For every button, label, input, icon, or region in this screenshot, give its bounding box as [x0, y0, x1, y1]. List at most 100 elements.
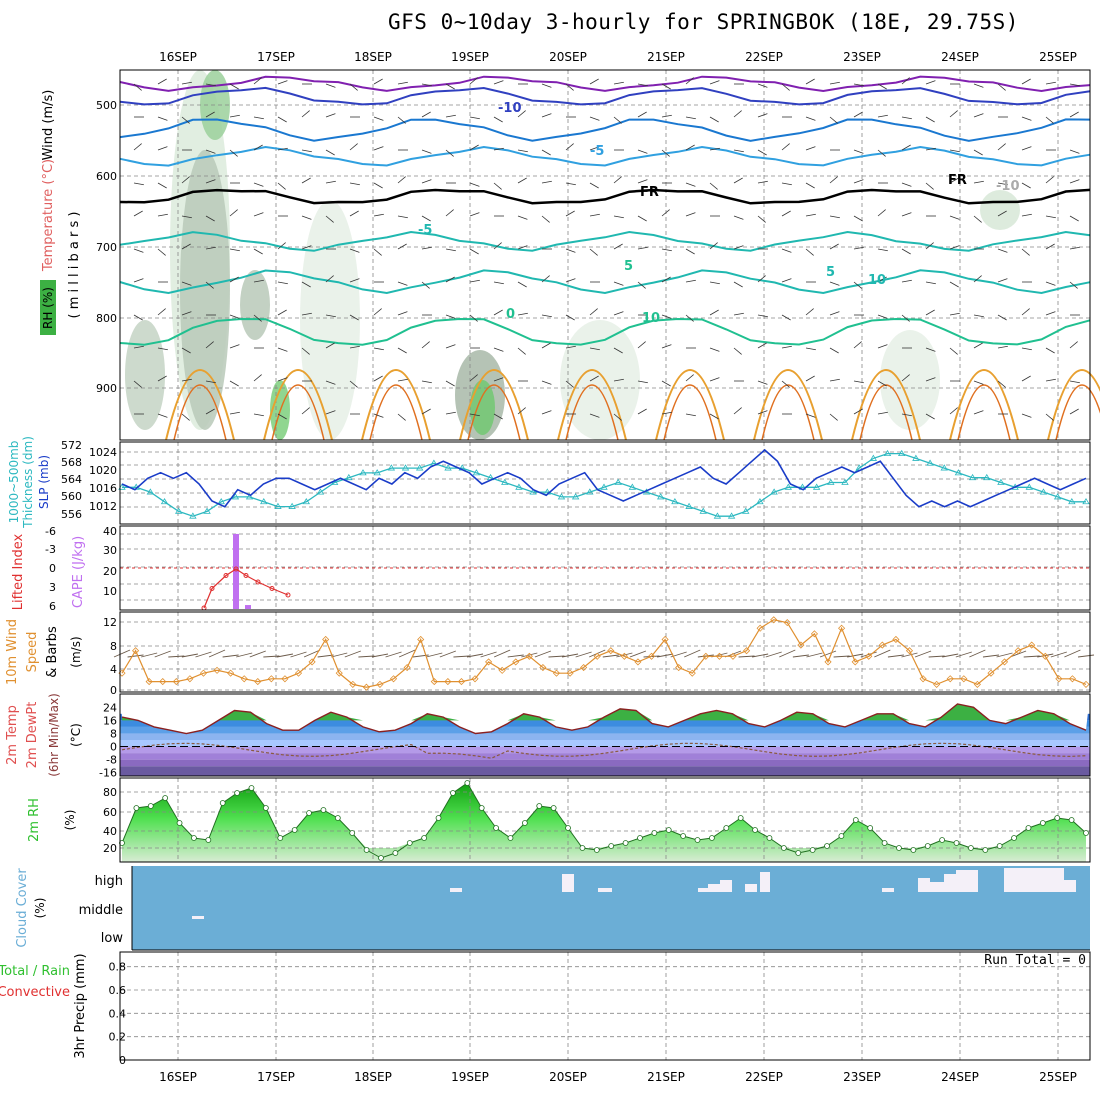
isotherm-plus10	[119, 317, 1091, 346]
wind-barb	[349, 182, 360, 186]
wind-barb	[973, 410, 984, 415]
thickness-marker	[586, 488, 594, 495]
temp-band-7	[120, 720, 1090, 727]
wind-barb	[901, 413, 912, 417]
wind-barb	[877, 314, 888, 319]
wind10-barb	[738, 655, 755, 658]
ylabel-temperature: Temperature (°C)	[41, 159, 56, 272]
wind-barb	[1045, 311, 1056, 316]
wind-barb	[1069, 246, 1080, 250]
wind10-frame	[119, 611, 1091, 693]
wind10-marker	[851, 658, 859, 666]
rh2m-marker	[536, 803, 543, 809]
wind-barb	[997, 314, 1007, 321]
rh2m-marker	[277, 835, 284, 841]
wind10-barb	[222, 654, 239, 658]
wind10-ytick-12: 12	[103, 616, 117, 629]
wind-barb	[373, 78, 383, 85]
thickness-marker	[415, 464, 424, 471]
wind-barb	[637, 111, 647, 118]
wind10-marker	[444, 678, 452, 686]
li-marker	[269, 586, 275, 591]
wind-barb	[277, 242, 286, 250]
wind-barb	[613, 116, 622, 124]
isotherm-warm-arc-6	[753, 369, 823, 441]
wind-barb	[133, 380, 142, 388]
wind-barb	[469, 212, 480, 217]
wind-barb	[685, 77, 694, 85]
wind10-marker	[973, 680, 981, 688]
thickness-marker	[217, 497, 225, 505]
wind-barb	[517, 347, 526, 355]
wind-barb	[181, 281, 192, 286]
wind10-barb	[249, 650, 266, 658]
wind-barb	[781, 380, 790, 388]
wind-barb	[397, 81, 408, 85]
wind-barb	[685, 374, 694, 382]
rh2m-marker	[1083, 830, 1089, 836]
wind-barb	[133, 83, 142, 91]
wind-barb	[301, 177, 311, 184]
wind-barb	[973, 83, 984, 88]
wind-barb	[277, 116, 287, 123]
wind10-marker	[485, 658, 493, 666]
wind-barb	[397, 176, 406, 184]
date-bottom-25SEP: 25SEP	[1039, 1070, 1077, 1084]
wind-barb	[661, 380, 671, 387]
wind-barb	[1045, 215, 1056, 219]
wind-barb	[373, 375, 383, 382]
upper-frame	[119, 69, 1091, 441]
wind-barb	[229, 344, 240, 349]
wind-barb	[757, 380, 768, 385]
rh2m-marker	[450, 790, 456, 796]
wind-barb	[925, 80, 936, 85]
wind10-marker	[389, 675, 398, 683]
wind-barb	[325, 215, 334, 223]
wind-barb	[757, 342, 767, 349]
isotherm-warm-arc-0	[165, 369, 235, 441]
thickness-marker	[387, 464, 396, 471]
wind-barb	[421, 111, 431, 118]
thickness-line	[122, 452, 1086, 517]
isotherm-warm-arc-4	[557, 369, 627, 441]
wind-barb	[517, 245, 528, 250]
wind-barb	[397, 311, 408, 316]
date-top-24SEP: 24SEP	[941, 50, 979, 64]
isotherm-teal2	[119, 269, 1091, 295]
rh2m-marker	[349, 830, 356, 836]
wind-barb	[565, 210, 575, 217]
temp-band-6	[120, 726, 1090, 734]
temp-band-1	[120, 759, 1090, 767]
upper-ytick-600: 600	[96, 170, 117, 183]
ylabel-slp: SLP (mb)	[37, 455, 51, 509]
wind-barb	[277, 347, 288, 352]
rh2m-marker	[334, 815, 341, 821]
wind-barb	[589, 182, 599, 189]
wind-barb	[685, 144, 695, 151]
cape-ytick-10: 10	[103, 585, 117, 598]
chart-title: GFS 0~10day 3-hourly for SPRINGBOK (18E,…	[388, 10, 1019, 34]
wind10-barb	[833, 655, 850, 658]
date-top-16SEP: 16SEP	[159, 50, 197, 64]
wind-barb	[421, 341, 430, 349]
wind-barb	[853, 246, 864, 250]
wind-barb	[1069, 111, 1079, 118]
thickness-marker	[770, 488, 778, 495]
contour-label-7: 10	[868, 273, 886, 288]
rh2m-marker	[967, 845, 974, 851]
wind-barb	[469, 314, 478, 322]
wind10-marker	[824, 658, 832, 666]
wind-barb	[661, 314, 672, 319]
wind-barb	[997, 278, 1008, 283]
slp-frame	[119, 441, 1091, 525]
wind-barb	[397, 243, 407, 250]
wind-barb	[301, 215, 312, 220]
wind-barb	[469, 248, 479, 255]
wind-barb	[373, 182, 383, 189]
wind10-marker	[919, 675, 927, 683]
wind-barb	[805, 213, 816, 217]
ylabel-cloud: Cloud Cover	[15, 868, 30, 948]
wind10-marker	[1041, 652, 1049, 660]
isotherm-warm-arc-5	[655, 369, 725, 441]
wind-barb	[925, 242, 934, 250]
